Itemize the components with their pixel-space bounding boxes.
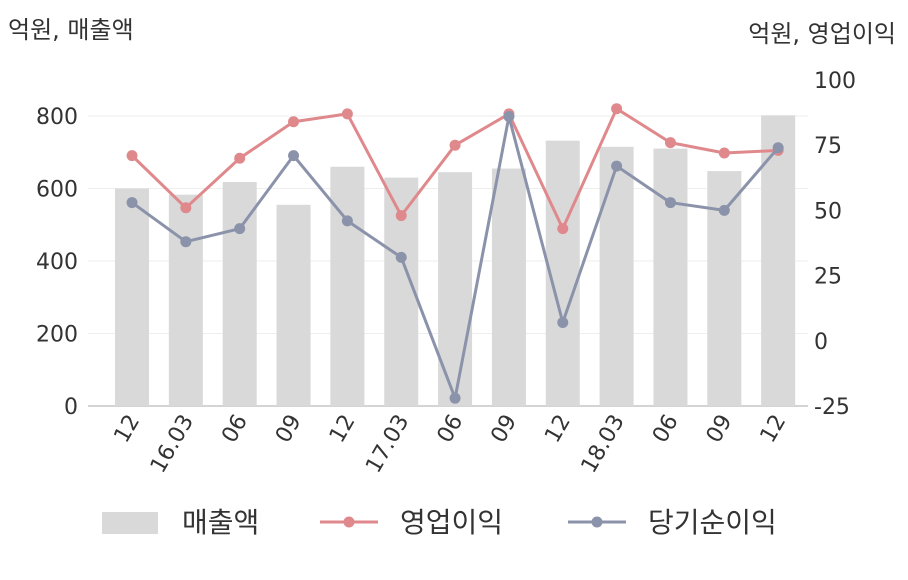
legend-label: 당기순이익 (648, 506, 777, 539)
bar (761, 115, 796, 407)
right-tick-label: 75 (814, 134, 842, 159)
legend-marker (591, 516, 603, 528)
data-point (664, 197, 676, 209)
bar (491, 168, 526, 406)
x-axis-ticks: 12 16.03 06 09 12 17.03 06 09 12 18.03 06 09 12 (110, 411, 792, 478)
bar (168, 194, 203, 406)
x-tick-label: 18.03 (577, 411, 630, 478)
data-point (341, 108, 353, 120)
right-tick-label: -25 (814, 395, 850, 420)
left-tick-label: 200 (36, 323, 78, 348)
right-tick-label: 25 (814, 265, 842, 290)
line-series (126, 103, 784, 404)
bar (115, 188, 149, 406)
left-axis-ticks: 0 200 400 600 800 (36, 105, 78, 420)
data-point (395, 210, 407, 222)
x-tick-label: 06 (433, 411, 469, 448)
x-tick-label: 12 (110, 411, 146, 448)
data-point (234, 223, 246, 235)
bar (330, 166, 365, 406)
right-axis-unit: 억원, 영업이익 (748, 20, 896, 48)
data-point (341, 215, 353, 227)
bar-series-revenue (115, 115, 796, 407)
x-tick-label: 12 (756, 411, 792, 448)
legend-label: 매출액 (182, 506, 259, 539)
x-tick-label: 12 (540, 411, 576, 448)
x-tick-label: 09 (702, 411, 738, 448)
x-tick-label: 06 (217, 411, 253, 448)
right-tick-label: 0 (814, 330, 828, 355)
data-point (664, 137, 676, 149)
data-point (503, 111, 515, 123)
data-point (449, 392, 461, 404)
x-tick-label: 09 (486, 411, 522, 448)
data-point (180, 236, 192, 248)
right-axis-ticks: -25 0 25 50 75 100 (814, 69, 856, 420)
data-point (449, 139, 461, 151)
left-tick-label: 800 (36, 105, 78, 130)
data-point (611, 103, 623, 115)
data-point (718, 147, 730, 159)
data-point (126, 197, 138, 209)
right-tick-label: 50 (814, 199, 842, 224)
x-tick-label: 06 (648, 411, 684, 448)
data-point (772, 142, 784, 154)
bar (653, 148, 688, 406)
data-point (126, 150, 138, 162)
data-point (288, 116, 300, 128)
left-axis-unit: 억원, 매출액 (8, 16, 134, 44)
legend-marker (343, 516, 355, 528)
bar (276, 204, 311, 406)
x-tick-label: 09 (271, 411, 307, 448)
data-point (557, 317, 569, 329)
legend-swatch (102, 512, 158, 534)
legend: 매출액 영업이익 당기순이익 (102, 506, 777, 539)
x-tick-label: 12 (325, 411, 361, 448)
left-tick-label: 0 (64, 395, 78, 420)
data-point (288, 150, 300, 162)
data-point (234, 152, 246, 164)
data-point (395, 251, 407, 263)
legend-label: 영업이익 (400, 506, 503, 539)
data-point (180, 202, 192, 214)
bar (599, 146, 634, 406)
bar (222, 181, 257, 406)
data-point (557, 223, 569, 235)
x-tick-label: 16.03 (146, 411, 199, 478)
right-tick-label: 100 (814, 69, 856, 94)
x-tick-label: 17.03 (361, 411, 414, 478)
data-point (611, 160, 623, 172)
left-tick-label: 400 (36, 250, 78, 275)
left-tick-label: 600 (36, 178, 78, 203)
data-point (718, 204, 730, 216)
